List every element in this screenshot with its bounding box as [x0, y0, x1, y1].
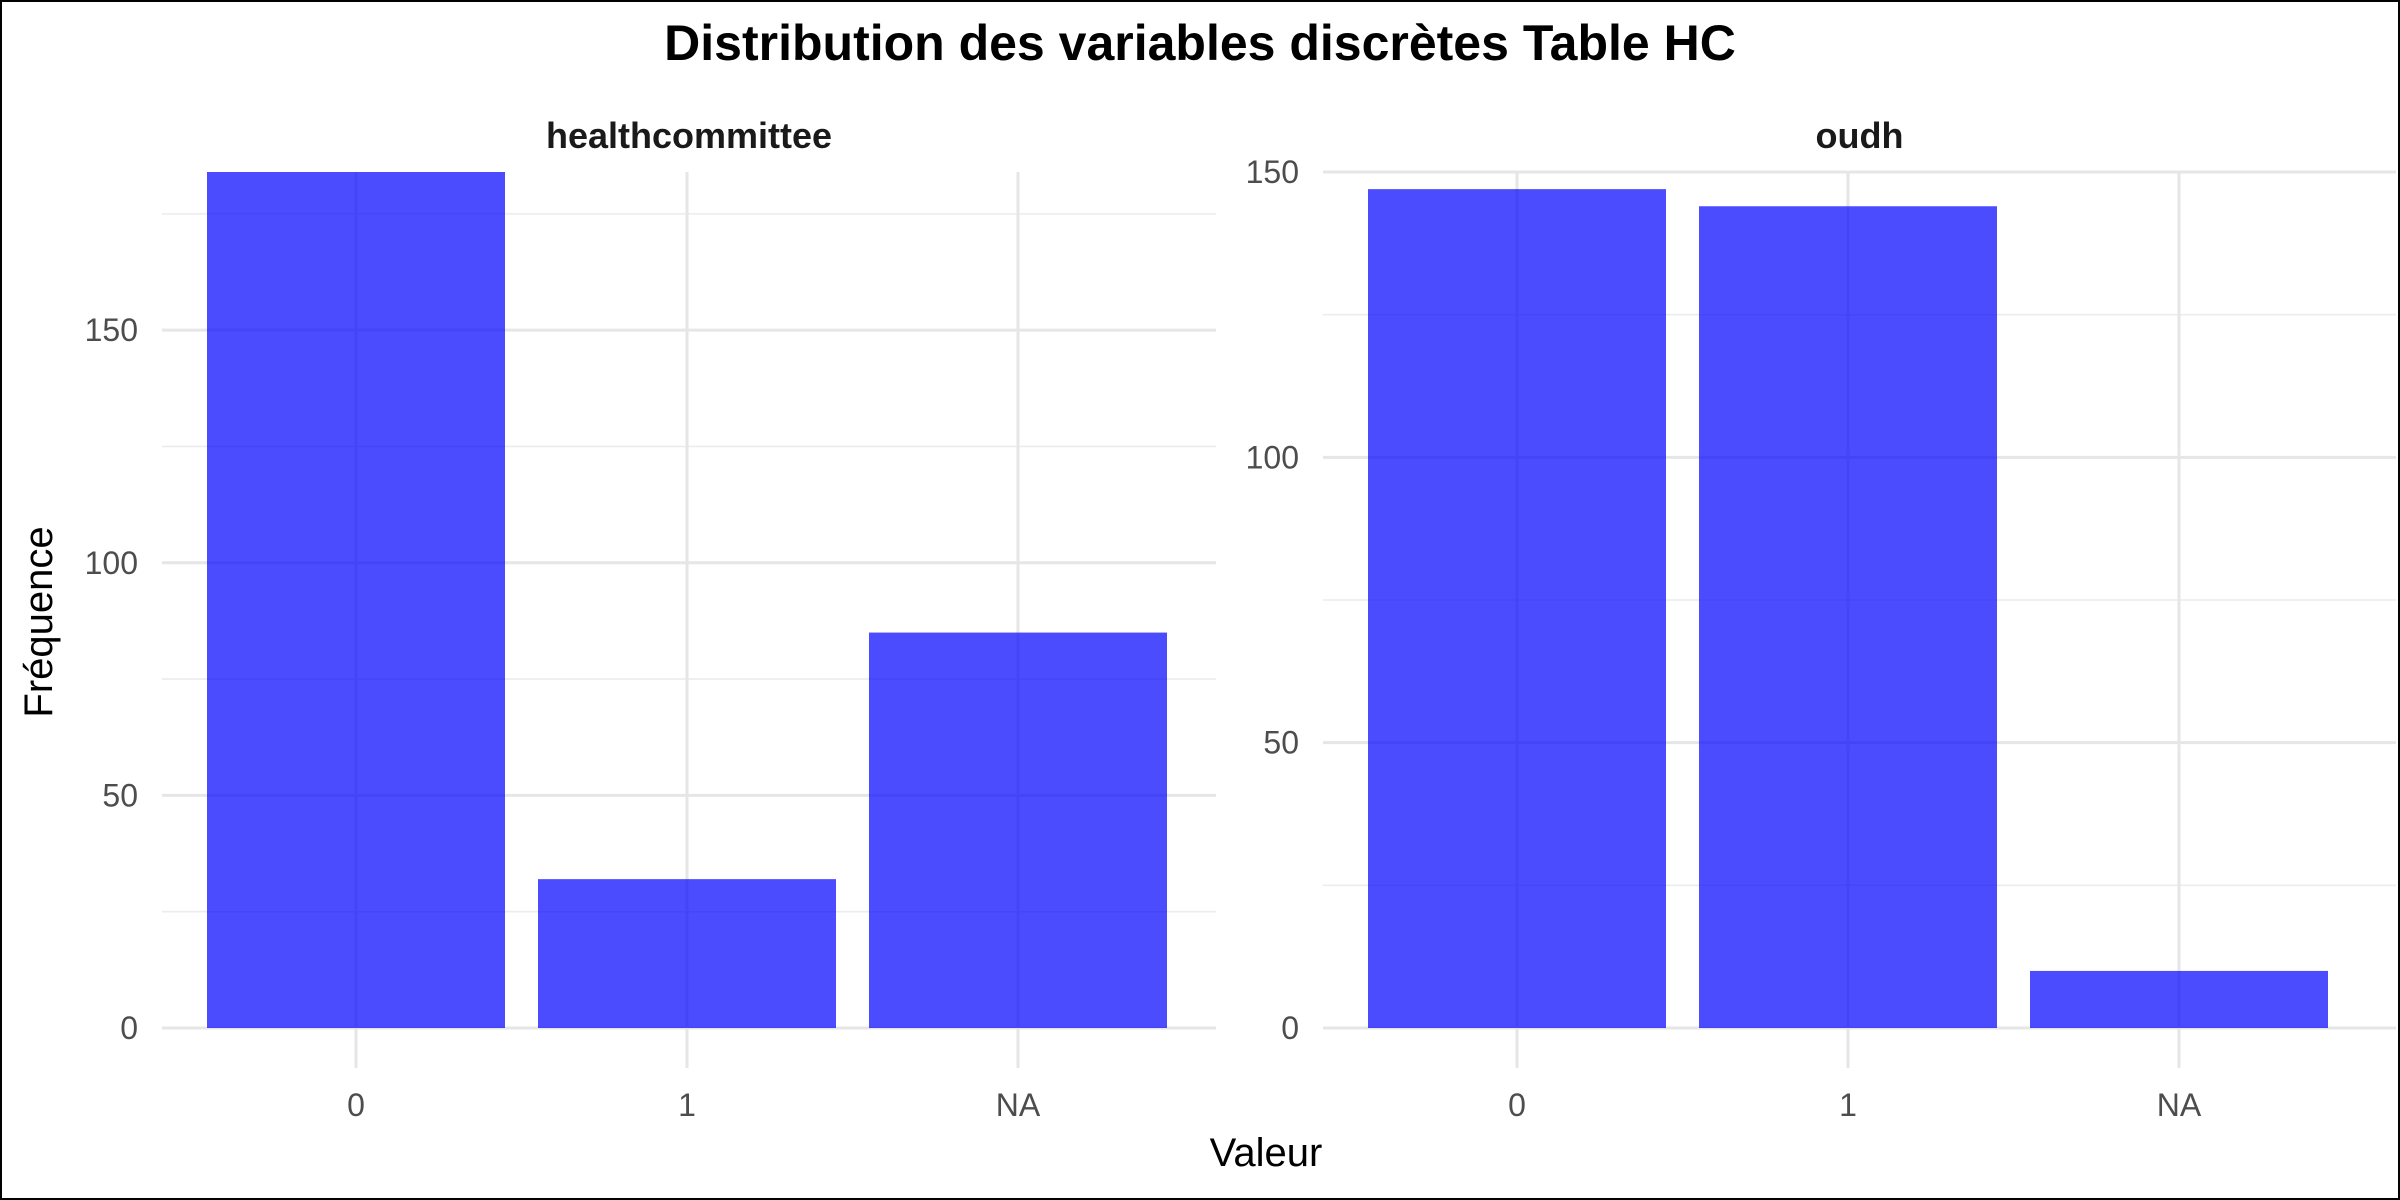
- y-tick-label: 50: [102, 777, 138, 813]
- x-tick-label: 1: [1839, 1087, 1857, 1123]
- facet-panel-healthcommittee: 0 50 100 150 0 1 NA healthcommittee: [85, 115, 1216, 1123]
- y-tick-label: 150: [1246, 154, 1299, 190]
- y-tick-label: 0: [1281, 1010, 1299, 1046]
- x-axis-title: Valeur: [1210, 1131, 1323, 1175]
- bar-healthcommittee-NA: [869, 632, 1167, 1028]
- facet-label: oudh: [1816, 115, 1904, 156]
- facet-panel-oudh: 0 50 100 150 0 1 NA oudh: [1246, 115, 2396, 1123]
- bar-oudh-NA: [2030, 970, 2328, 1028]
- y-tick-label: 50: [1263, 725, 1299, 761]
- bar-healthcommittee-0: [207, 172, 505, 1028]
- bar-healthcommittee-1: [538, 879, 836, 1028]
- facet-label: healthcommittee: [546, 115, 832, 156]
- y-tick-label: 100: [85, 545, 138, 581]
- x-tick-label: 0: [1508, 1087, 1526, 1123]
- x-tick-label: NA: [996, 1087, 1041, 1123]
- facet-panels: 0 50 100 150 0 1 NA healthcommittee 0 50 100 150 0 1 N…: [85, 115, 2396, 1123]
- y-tick-label: 0: [120, 1010, 138, 1046]
- bar-oudh-1: [1699, 206, 1997, 1029]
- x-tick-label: NA: [2157, 1087, 2202, 1123]
- y-tick-label: 100: [1246, 439, 1299, 475]
- x-tick-label: 0: [347, 1087, 365, 1123]
- y-axis-title: Fréquence: [17, 526, 61, 717]
- bar-oudh-0: [1368, 189, 1666, 1028]
- x-tick-label: 1: [678, 1087, 696, 1123]
- chart-title: Distribution des variables discrètes Tab…: [664, 15, 1736, 71]
- y-tick-label: 150: [85, 312, 138, 348]
